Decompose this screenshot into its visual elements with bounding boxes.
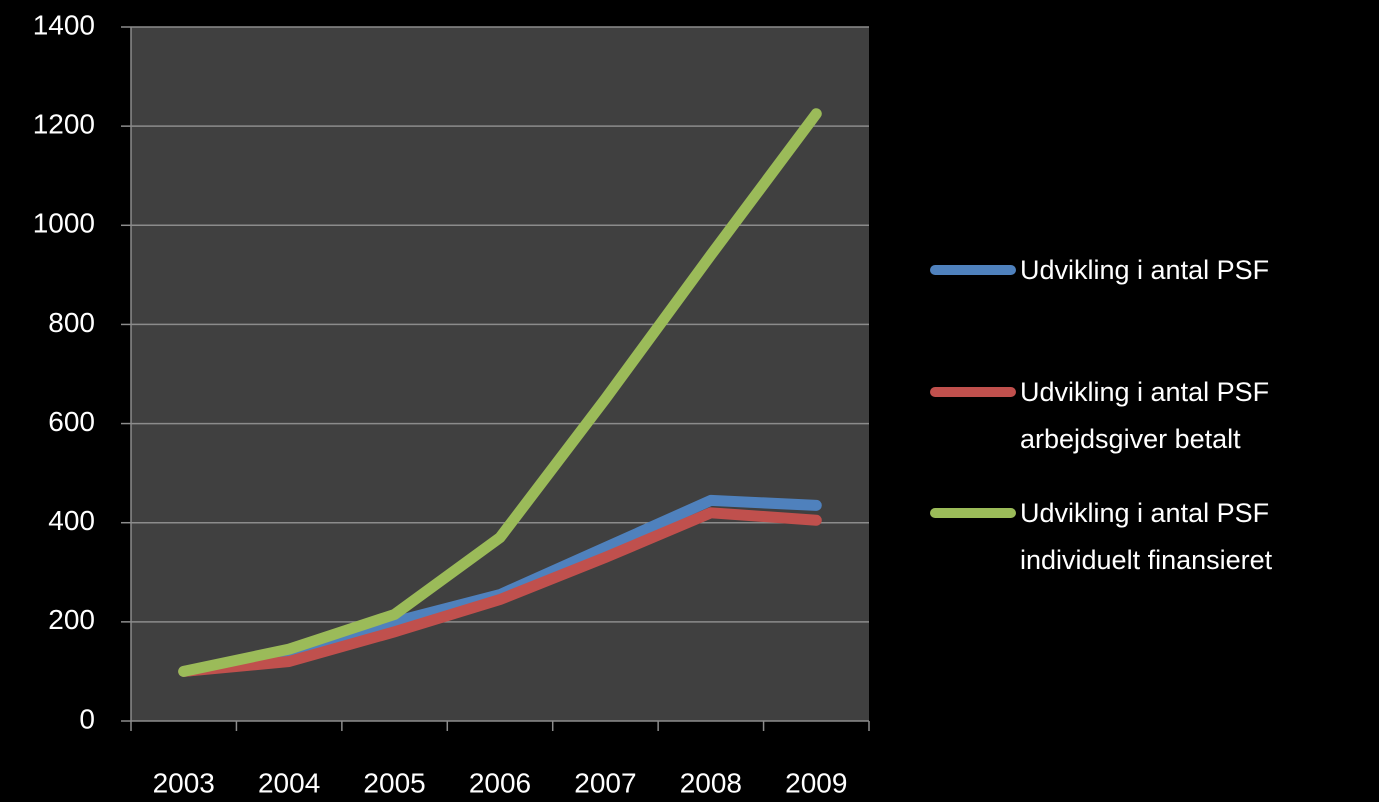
x-tick-label: 2007 xyxy=(574,767,636,798)
y-tick-label: 800 xyxy=(48,307,95,338)
legend-entry: Udvikling i antal PSF arbejdsgiver betal… xyxy=(930,369,1370,463)
legend-label: Udvikling i antal PSF individuelt finans… xyxy=(1020,498,1273,575)
legend-entry: Udvikling i antal PSF xyxy=(930,247,1370,294)
y-tick-label: 0 xyxy=(79,703,95,734)
legend-swatch xyxy=(930,387,1016,397)
x-tick-label: 2005 xyxy=(363,767,425,798)
series-line xyxy=(178,507,822,677)
plot-area xyxy=(131,27,869,721)
x-tick-label: 2008 xyxy=(680,767,742,798)
y-tick-label: 1000 xyxy=(33,208,95,239)
legend-swatch xyxy=(930,508,1016,518)
legend-swatch xyxy=(930,265,1016,275)
y-tick-label: 200 xyxy=(48,604,95,635)
legend-label: Udvikling i antal PSF xyxy=(1020,255,1270,285)
x-tick-label: 2003 xyxy=(153,767,215,798)
legend-label: Udvikling i antal PSF arbejdsgiver betal… xyxy=(1020,377,1270,454)
y-tick-label: 600 xyxy=(48,406,95,437)
x-tick-label: 2004 xyxy=(258,767,320,798)
x-tick-label: 2009 xyxy=(785,767,847,798)
x-tick-label: 2006 xyxy=(469,767,531,798)
y-tick-label: 1400 xyxy=(33,9,95,40)
y-tick-label: 400 xyxy=(48,505,95,536)
y-tick-label: 1200 xyxy=(33,109,95,140)
series-line xyxy=(178,108,822,677)
legend-entry: Udvikling i antal PSF individuelt finans… xyxy=(930,490,1370,584)
